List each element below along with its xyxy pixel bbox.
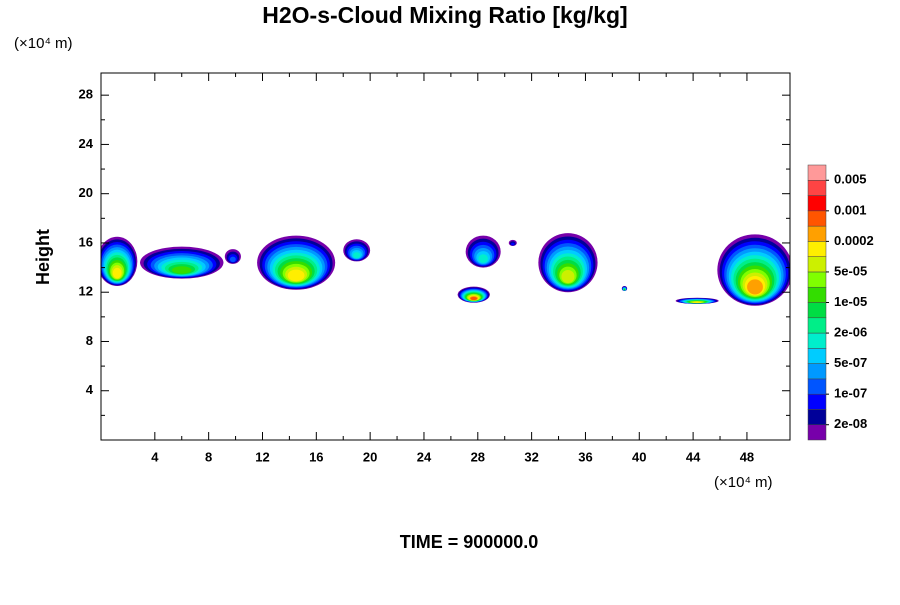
colorbar-label: 1e-07 <box>834 386 867 401</box>
colorbar-box <box>807 256 827 273</box>
x-tick-label: 40 <box>632 449 646 464</box>
colorbar-box <box>807 286 827 303</box>
colorbar-label: 1e-05 <box>834 294 867 309</box>
colorbar-box <box>807 225 827 242</box>
colorbar-box <box>807 302 827 319</box>
x-tick-label: 16 <box>309 449 323 464</box>
colorbar-box <box>807 195 827 212</box>
cloud-contour <box>112 267 122 279</box>
x-tick-label: 24 <box>417 449 432 464</box>
cloud-contour <box>229 256 236 263</box>
y-tick-label: 20 <box>79 185 93 200</box>
colorbar-box <box>807 317 827 334</box>
y-tick-label: 4 <box>86 382 94 397</box>
colorbar-box <box>807 180 827 196</box>
cloud-contour <box>478 254 488 263</box>
cloud-contour <box>511 242 515 246</box>
cloud-contour <box>692 301 702 303</box>
colorbar-box <box>807 348 827 364</box>
cloud-contour <box>747 279 763 295</box>
y-tick-label: 24 <box>79 136 94 151</box>
y-axis-label: Height <box>33 229 53 285</box>
cloud-contour <box>561 269 575 284</box>
colorbar-label: 0.0002 <box>834 233 874 248</box>
colorbar-label: 5e-07 <box>834 355 867 370</box>
x-tick-label: 20 <box>363 449 377 464</box>
x-tick-label: 4 <box>151 449 159 464</box>
colorbar-box <box>807 378 827 395</box>
colorbar-label: 2e-08 <box>834 416 867 431</box>
y-tick-label: 12 <box>79 284 93 299</box>
colorbar-label: 0.001 <box>834 202 867 217</box>
x-tick-label: 8 <box>205 449 212 464</box>
footer: TIME = 900000.0 <box>400 532 539 552</box>
cloud-contour <box>353 252 361 259</box>
cloud-contour <box>287 269 305 282</box>
x-tick-label: 28 <box>471 449 485 464</box>
colorbar-box <box>807 271 827 288</box>
contour-area <box>101 233 790 306</box>
cloud-contour <box>171 266 192 274</box>
cloud-contour <box>470 296 478 301</box>
colorbar-box <box>807 332 827 349</box>
x-tick-label: 12 <box>255 449 269 464</box>
colorbar-box <box>807 210 827 227</box>
cloud-contour <box>623 289 626 291</box>
x-tick-label: 32 <box>524 449 538 464</box>
colorbar-box <box>807 164 827 181</box>
colorbar-label: 2e-06 <box>834 324 867 339</box>
y-unit: (×10⁴ m) <box>14 35 73 52</box>
colorbar-label: 5e-05 <box>834 263 867 278</box>
x-tick-label: 44 <box>686 449 701 464</box>
colorbar-box <box>807 409 827 425</box>
colorbar-box <box>807 393 827 410</box>
colorbar-box <box>807 424 827 441</box>
x-tick-label: 36 <box>578 449 592 464</box>
y-tick-label: 8 <box>86 333 93 348</box>
x-tick-label: 48 <box>740 449 754 464</box>
y-tick-label: 28 <box>79 87 93 102</box>
colorbar-box <box>807 363 827 380</box>
colorbar-box <box>807 241 827 257</box>
chart-title: H2O-s-Cloud Mixing Ratio [kg/kg] <box>262 2 627 28</box>
x-unit: (×10⁴ m) <box>714 474 773 491</box>
y-tick-label: 16 <box>79 234 93 249</box>
colorbar-label: 0.005 <box>834 172 867 187</box>
plot-frame <box>100 72 791 441</box>
